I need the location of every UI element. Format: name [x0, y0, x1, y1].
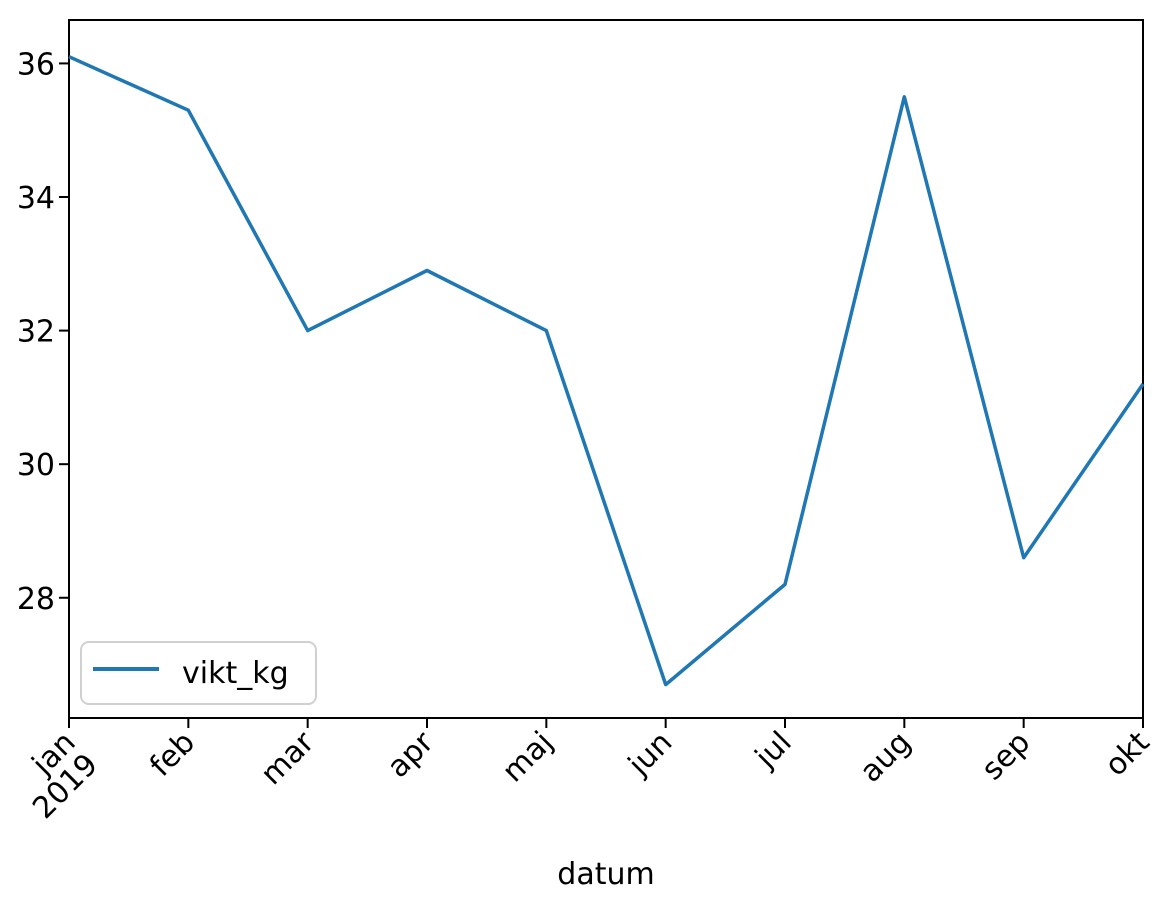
x-tick-label: aug: [853, 725, 918, 790]
x-tick-label: jun: [621, 725, 679, 783]
plot-area: [68, 19, 1144, 719]
x-tick-label-line: feb: [143, 725, 202, 784]
legend-label-vikt-kg: vikt_kg: [182, 656, 289, 691]
x-tick-label-line: okt: [1098, 725, 1156, 783]
x-tick-label: jan2019: [4, 725, 105, 826]
x-tick-label-line: apr: [381, 724, 441, 784]
x-tick-label: mar: [254, 724, 322, 792]
x-tick-label: feb: [143, 725, 202, 784]
x-tick-label-line: sep: [975, 725, 1037, 787]
x-tick-label-line: jul: [748, 725, 799, 776]
x-tick-label: apr: [381, 724, 441, 784]
series-layer: [68, 55, 1145, 687]
legend-box: [80, 641, 317, 705]
y-tick-label: 28: [17, 582, 55, 617]
series-line-vikt-kg: [68, 55, 1145, 687]
x-axis-ticks: jan2019 feb mar apr maj jun jul aug sep okt: [4, 718, 1157, 826]
y-axis-ticks: 28 30 32 34 36: [17, 47, 69, 617]
y-tick-label: 34: [17, 181, 55, 216]
legend: vikt_kg: [80, 641, 317, 705]
x-tick-label: okt: [1098, 725, 1156, 783]
x-tick-label-line: maj: [496, 725, 560, 789]
y-tick-label: 32: [17, 315, 55, 350]
x-axis-label: datum: [557, 857, 654, 892]
y-tick-label: 30: [17, 448, 55, 483]
x-tick-label: sep: [975, 725, 1037, 787]
x-tick-label-line: jun: [621, 725, 679, 783]
x-tick-label: maj: [496, 725, 560, 789]
x-tick-label-line: mar: [254, 724, 322, 792]
y-tick-label: 36: [17, 47, 55, 82]
x-tick-label: jul: [748, 725, 799, 776]
x-tick-label-line: aug: [853, 725, 918, 790]
